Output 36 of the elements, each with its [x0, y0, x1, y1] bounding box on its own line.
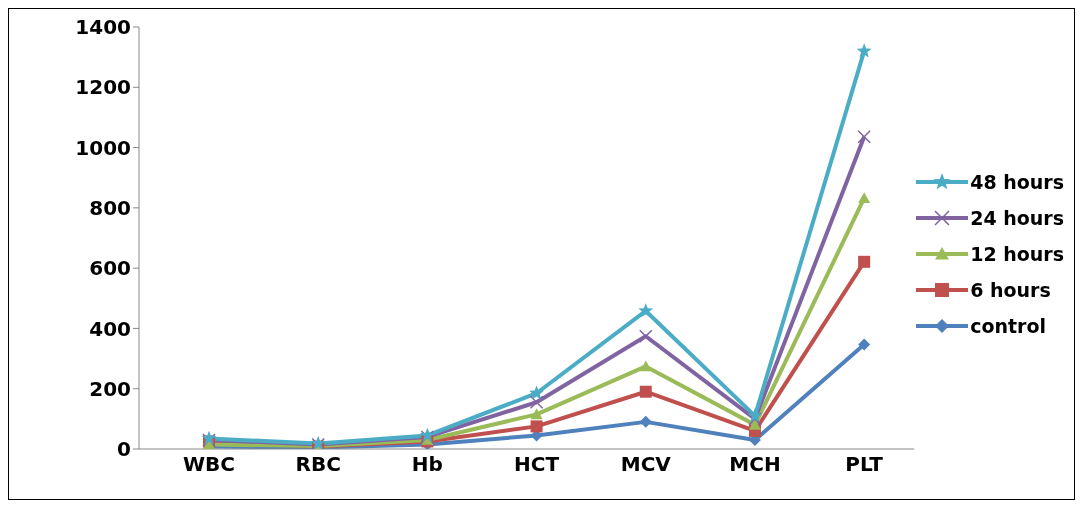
point — [856, 43, 872, 58]
point — [639, 329, 653, 344]
point — [748, 412, 762, 426]
legend-label: 12 hours — [970, 243, 1064, 265]
y-tick-label: 800 — [89, 195, 131, 220]
y-tick-label: 1200 — [75, 75, 131, 100]
point — [858, 338, 871, 351]
point — [639, 385, 652, 398]
legend-label: 48 hours — [970, 171, 1064, 193]
point — [530, 408, 543, 420]
legend-label: 6 hours — [970, 279, 1051, 301]
point — [858, 255, 871, 268]
point — [858, 192, 871, 204]
point — [857, 129, 871, 144]
point — [530, 420, 543, 433]
point — [529, 385, 544, 400]
point — [639, 360, 652, 372]
x-tick-label: HCT — [514, 452, 560, 477]
point — [529, 395, 544, 410]
legend-label: control — [970, 315, 1047, 337]
y-tick-label: 1000 — [75, 135, 131, 160]
point — [639, 415, 652, 428]
x-tick-label: RBC — [295, 452, 341, 477]
x-tick-label: MCH — [729, 452, 781, 477]
point — [747, 408, 763, 423]
point — [638, 303, 654, 318]
y-tick-label: 200 — [89, 376, 131, 401]
y-tick-label: 400 — [89, 316, 131, 341]
x-tick-label: WBC — [183, 452, 235, 477]
x-tick-label: MCV — [620, 452, 672, 477]
x-tick-label: Hb — [411, 452, 443, 477]
y-tick-label: 0 — [117, 437, 131, 462]
y-tick-label: 600 — [89, 256, 131, 281]
legend-label: 24 hours — [970, 207, 1064, 229]
x-tick-label: PLT — [845, 452, 884, 477]
y-tick-label: 1400 — [75, 15, 131, 40]
